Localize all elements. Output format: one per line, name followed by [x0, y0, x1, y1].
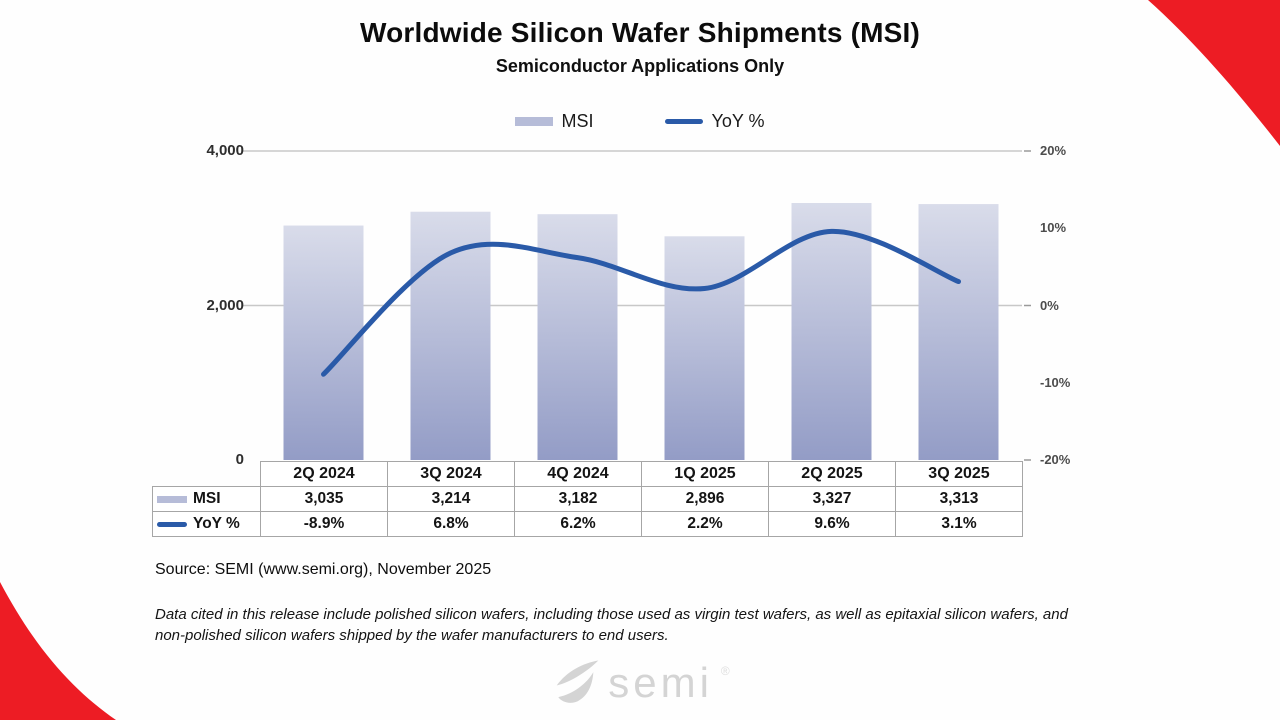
yoy-value: -8.9% — [260, 511, 388, 537]
table-col-header: 1Q 2025 — [641, 461, 769, 487]
legend-item-yoy: YoY % — [665, 111, 765, 132]
yoy-value: 6.8% — [387, 511, 515, 537]
semi-logo-text: semi — [608, 659, 713, 706]
table-row-msi: MSI 3,035 3,214 3,182 2,896 3,327 3,313 — [152, 486, 1023, 512]
chart-plot-area — [242, 150, 1031, 461]
right-axis-tick-label: -20% — [1040, 452, 1071, 467]
msi-row-label-cell: MSI — [152, 486, 261, 512]
registered-mark-icon: ® — [720, 664, 730, 678]
msi-bar — [918, 204, 999, 460]
msi-swatch-icon — [157, 495, 187, 503]
legend-msi-label: MSI — [561, 111, 594, 131]
msi-bar — [791, 202, 872, 460]
leaf-lower-icon — [558, 672, 594, 703]
msi-value: 3,035 — [260, 486, 388, 512]
chart-title: Worldwide Silicon Wafer Shipments (MSI) — [359, 17, 921, 48]
legend-item-msi: MSI — [515, 111, 593, 132]
semi-logo-leaf-icon — [556, 660, 599, 703]
msi-value: 3,313 — [895, 486, 1023, 512]
left-axis-tick-label: 2,000 — [206, 296, 244, 314]
chart-subtitle: Semiconductor Applications Only — [495, 56, 785, 76]
data-table: 2Q 2024 3Q 2024 4Q 2024 1Q 2025 2Q 2025 … — [152, 461, 1023, 537]
table-col-header: 2Q 2025 — [768, 461, 896, 487]
table-col-header: 4Q 2024 — [514, 461, 642, 487]
right-axis-tick-label: -10% — [1040, 374, 1071, 390]
right-axis-tick-label: 0% — [1040, 297, 1059, 313]
msi-value: 2,896 — [641, 486, 769, 512]
msi-value: 3,182 — [514, 486, 642, 512]
yoy-line — [321, 228, 961, 377]
table-col-header: 2Q 2024 — [260, 461, 388, 487]
table-header-row: 2Q 2024 3Q 2024 4Q 2024 1Q 2025 2Q 2025 … — [153, 461, 1023, 487]
right-axis: 20% 10% 0% -10% -20% — [1040, 0, 1100, 560]
yoy-value: 6.2% — [514, 511, 642, 537]
semi-logo: semi ® — [0, 660, 1280, 706]
source-text: Source: SEMI (www.semi.org), November 20… — [155, 561, 492, 578]
chart-legend: MSI YoY % — [0, 111, 1280, 132]
msi-bar — [664, 236, 745, 460]
footnote-text: Data cited in this release include polis… — [155, 606, 1068, 644]
table-col-header: 3Q 2024 — [387, 461, 515, 487]
yoy-value: 2.2% — [641, 511, 769, 537]
yoy-swatch-icon — [157, 521, 187, 527]
table-col-header: 3Q 2025 — [895, 461, 1023, 487]
table-corner-cell — [153, 462, 261, 487]
msi-bar — [410, 211, 491, 460]
legend-yoy-label: YoY % — [711, 111, 765, 131]
msi-row-label: MSI — [193, 490, 221, 507]
yoy-value: 3.1% — [895, 511, 1023, 537]
leaf-upper-icon — [556, 660, 599, 686]
table-row-yoy: YoY % -8.9% 6.8% 6.2% 2.2% 9.6% 3.1% — [152, 511, 1023, 537]
msi-value: 3,327 — [768, 486, 896, 512]
msi-swatch-icon — [515, 117, 554, 126]
right-axis-tick-label: 10% — [1040, 220, 1067, 236]
yoy-value: 9.6% — [768, 511, 896, 537]
yoy-row-label-cell: YoY % — [152, 511, 261, 537]
left-axis: 4,000 2,000 0 — [168, 0, 244, 560]
left-axis-tick-label: 4,000 — [206, 142, 244, 159]
yoy-row-label: YoY % — [193, 515, 240, 532]
left-axis-tick-label: 0 — [235, 451, 244, 468]
right-axis-tick-label: 20% — [1040, 143, 1067, 158]
yoy-swatch-icon — [665, 119, 704, 124]
msi-value: 3,214 — [387, 486, 515, 512]
